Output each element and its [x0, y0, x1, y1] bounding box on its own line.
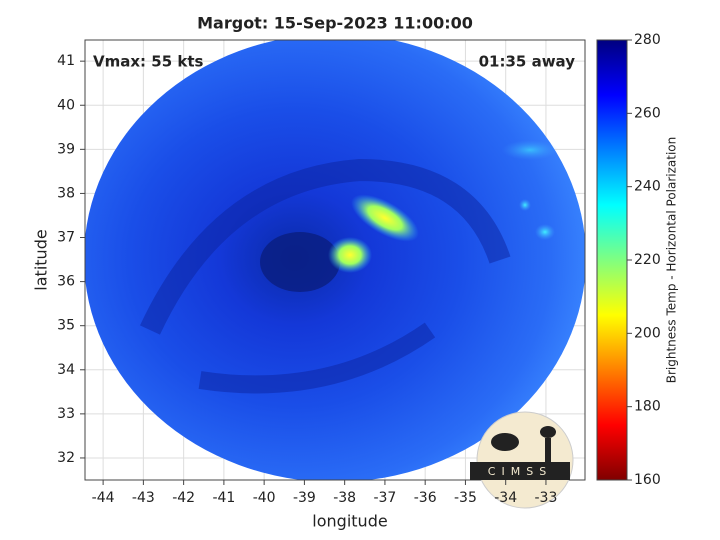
x-axis-label: longitude [312, 512, 387, 531]
y-tick-label: 33 [57, 406, 75, 422]
x-tick-label: -43 [132, 490, 155, 506]
annotation: 01:35 away [479, 53, 576, 71]
x-tick-label: -39 [293, 490, 316, 506]
colorbar-label: Brightness Temp - Horizontal Polarizatio… [665, 137, 679, 384]
logo: CIMSS [470, 411, 574, 509]
colorbar-tick-label: 220 [634, 252, 661, 268]
logo-text: CIMSS [488, 465, 552, 478]
x-tick-label: -42 [172, 490, 195, 506]
x-tick-label: -41 [212, 490, 235, 506]
colorbar-tick-label: 160 [634, 472, 661, 488]
x-tick-label: -38 [333, 490, 356, 506]
colorbar-tick-label: 260 [634, 105, 661, 121]
y-tick-label: 37 [57, 230, 75, 246]
y-tick-label: 34 [57, 362, 75, 378]
x-tick-label: -35 [454, 490, 477, 506]
colorbar-tick-label: 180 [634, 399, 661, 415]
satellite-image [85, 40, 585, 480]
y-tick-label: 32 [57, 450, 75, 466]
x-tick-label: -34 [494, 490, 517, 506]
x-tick-label: -36 [414, 490, 437, 506]
x-tick-label: -37 [373, 490, 396, 506]
y-tick-label: 35 [57, 318, 75, 334]
colorbar-tick-label: 200 [634, 325, 661, 341]
colorbar-tick-label: 240 [634, 179, 661, 195]
y-tick-label: 40 [57, 97, 75, 113]
y-axis-label: latitude [32, 229, 51, 290]
annotation: Vmax: 55 kts [93, 53, 203, 71]
x-tick-label: -40 [253, 490, 276, 506]
plot-frame [84, 39, 586, 481]
x-tick-label: -44 [92, 490, 115, 506]
y-tick-label: 36 [57, 274, 75, 290]
y-tick-label: 39 [57, 141, 75, 157]
colorbar-tick-label: 280 [634, 32, 661, 48]
y-tick-label: 41 [57, 53, 75, 69]
colorbar [596, 39, 628, 481]
chart-title: Margot: 15-Sep-2023 11:00:00 [197, 14, 473, 33]
x-tick-label: -33 [535, 490, 558, 506]
y-tick-label: 38 [57, 185, 75, 201]
